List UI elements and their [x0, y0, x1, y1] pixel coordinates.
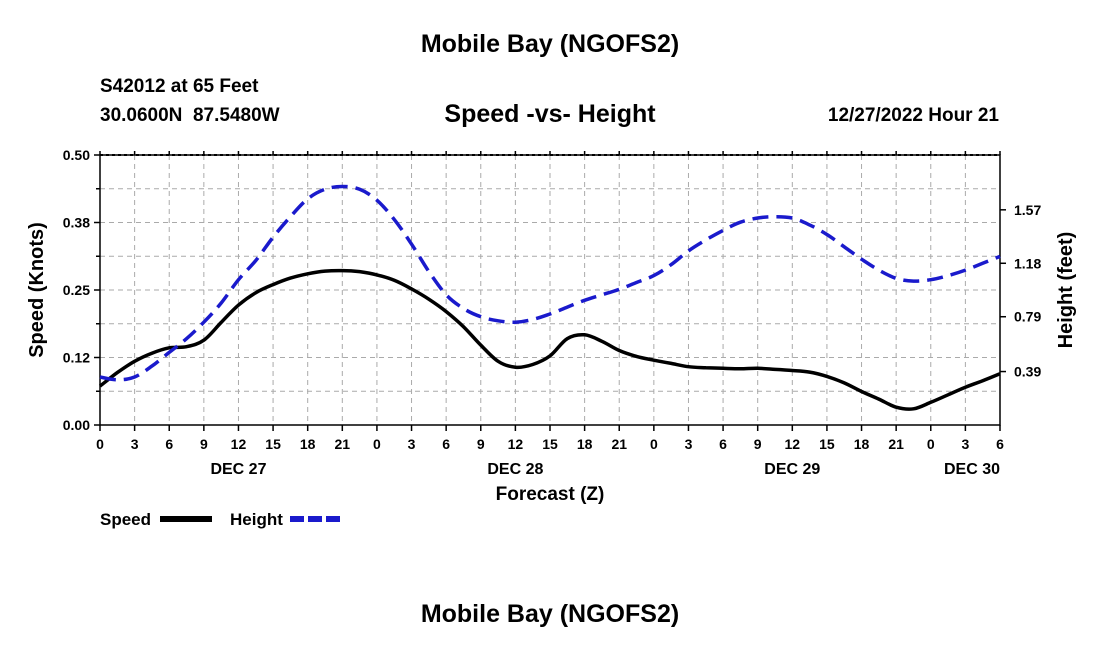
x-tick-label: 21: [888, 436, 904, 452]
x-tick-label: 12: [231, 436, 247, 452]
x-tick-label: 3: [131, 436, 139, 452]
x-tick-label: 9: [200, 436, 208, 452]
y-left-tick-label: 0.00: [63, 417, 90, 433]
x-tick-label: 15: [542, 436, 558, 452]
x-tick-label: 6: [165, 436, 173, 452]
x-day-label: DEC 28: [487, 461, 543, 478]
x-tick-label: 0: [96, 436, 104, 452]
x-tick-label: 21: [611, 436, 627, 452]
x-tick-label: 9: [477, 436, 485, 452]
x-tick-label: 12: [785, 436, 801, 452]
x-tick-label: 15: [265, 436, 281, 452]
x-axis-title: Forecast (Z): [496, 484, 605, 505]
y-right-tick-label: 1.57: [1014, 202, 1041, 218]
x-day-label: DEC 30: [944, 461, 1000, 478]
y-left-tick-label: 0.12: [63, 350, 90, 366]
series-line-speed: [98, 268, 1001, 411]
x-day-label: DEC 27: [210, 461, 266, 478]
x-tick-label: 15: [819, 436, 835, 452]
footer-title: Mobile Bay (NGOFS2): [420, 600, 680, 628]
series-line-height: [99, 184, 1001, 382]
x-tick-label: 18: [577, 436, 593, 452]
x-tick-label: 12: [508, 436, 524, 452]
y-left-axis-title: Speed (Knots): [26, 222, 48, 358]
y-right-tick-label: 0.39: [1014, 364, 1041, 380]
x-tick-label: 0: [650, 436, 658, 452]
coordinates-label: 30.0600N 87.5480W: [100, 105, 280, 126]
timestamp-label: 12/27/2022 Hour 21: [827, 105, 999, 126]
x-tick-label: 3: [408, 436, 416, 452]
x-tick-label: 9: [754, 436, 762, 452]
x-tick-label: 21: [335, 436, 351, 452]
y-right-tick-label: 0.79: [1014, 309, 1041, 325]
y-left-tick-label: 0.38: [63, 215, 90, 231]
station-label: S42012 at 65 Feet: [100, 76, 259, 97]
x-tick-label: 18: [300, 436, 316, 452]
legend-label-height: Height: [230, 510, 283, 529]
plot-title: Speed -vs- Height: [444, 100, 656, 128]
y-right-tick-label: 1.18: [1014, 255, 1041, 271]
x-tick-label: 6: [442, 436, 450, 452]
x-tick-label: 3: [685, 436, 693, 452]
y-left-tick-label: 0.50: [63, 147, 90, 163]
x-tick-label: 6: [719, 436, 727, 452]
y-right-axis-title: Height (feet): [1055, 232, 1077, 349]
x-tick-label: 0: [927, 436, 935, 452]
x-tick-label: 18: [854, 436, 870, 452]
page-title: Mobile Bay (NGOFS2): [420, 30, 680, 58]
x-tick-label: 0: [373, 436, 381, 452]
x-tick-label: 3: [961, 436, 969, 452]
legend-label-speed: Speed: [100, 510, 151, 529]
y-left-tick-label: 0.25: [63, 282, 90, 298]
x-tick-label: 6: [996, 436, 1004, 452]
x-day-label: DEC 29: [764, 461, 820, 478]
